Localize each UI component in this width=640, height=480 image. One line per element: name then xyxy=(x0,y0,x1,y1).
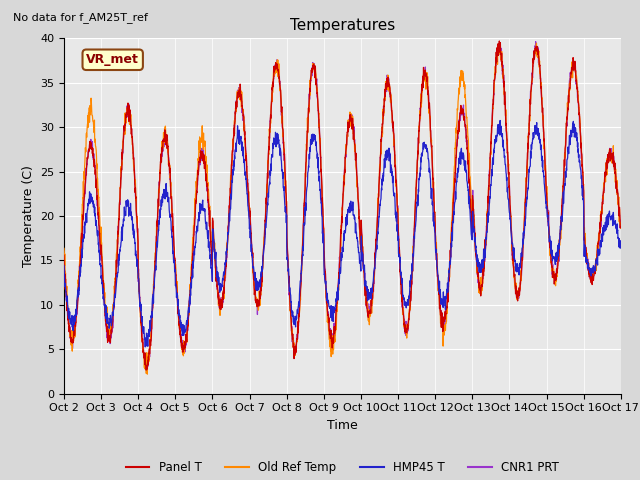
Old Ref Temp xyxy=(359,244,367,250)
Old Ref Temp xyxy=(532,40,540,46)
Y-axis label: Temperature (C): Temperature (C) xyxy=(22,165,35,267)
Text: VR_met: VR_met xyxy=(86,53,139,66)
CNR1 PRT xyxy=(60,258,68,264)
Panel T xyxy=(371,258,379,264)
Panel T xyxy=(617,225,625,230)
Line: Old Ref Temp: Old Ref Temp xyxy=(64,43,621,374)
HMP45 T xyxy=(359,251,367,257)
Old Ref Temp xyxy=(504,164,512,170)
HMP45 T xyxy=(371,266,379,272)
Old Ref Temp xyxy=(371,263,379,268)
Panel T xyxy=(495,38,503,44)
HMP45 T xyxy=(496,118,504,123)
HMP45 T xyxy=(568,128,576,133)
X-axis label: Time: Time xyxy=(327,419,358,432)
Old Ref Temp xyxy=(568,59,576,65)
Text: No data for f_AM25T_ref: No data for f_AM25T_ref xyxy=(13,12,148,23)
HMP45 T xyxy=(141,344,149,350)
HMP45 T xyxy=(617,245,625,251)
Panel T xyxy=(568,67,576,73)
CNR1 PRT xyxy=(584,265,591,271)
Legend: Panel T, Old Ref Temp, HMP45 T, CNR1 PRT: Panel T, Old Ref Temp, HMP45 T, CNR1 PRT xyxy=(121,456,564,479)
HMP45 T xyxy=(216,281,223,287)
Line: CNR1 PRT: CNR1 PRT xyxy=(64,42,621,370)
CNR1 PRT xyxy=(617,222,625,228)
CNR1 PRT xyxy=(568,61,576,67)
Panel T xyxy=(584,258,591,264)
Line: HMP45 T: HMP45 T xyxy=(64,120,621,347)
CNR1 PRT xyxy=(532,39,540,45)
Old Ref Temp xyxy=(60,245,68,251)
Old Ref Temp xyxy=(143,371,151,377)
Panel T xyxy=(216,302,223,308)
HMP45 T xyxy=(505,196,513,202)
Line: Panel T: Panel T xyxy=(64,41,621,370)
Panel T xyxy=(359,244,367,250)
CNR1 PRT xyxy=(371,264,379,270)
CNR1 PRT xyxy=(504,168,512,174)
Old Ref Temp xyxy=(216,307,223,313)
Old Ref Temp xyxy=(584,260,591,265)
CNR1 PRT xyxy=(142,367,150,373)
CNR1 PRT xyxy=(359,249,367,254)
Title: Temperatures: Temperatures xyxy=(290,18,395,33)
HMP45 T xyxy=(60,263,68,269)
Panel T xyxy=(143,367,150,373)
Old Ref Temp xyxy=(617,226,625,231)
Panel T xyxy=(60,252,68,258)
CNR1 PRT xyxy=(216,294,223,300)
Panel T xyxy=(505,172,513,178)
HMP45 T xyxy=(584,261,591,267)
